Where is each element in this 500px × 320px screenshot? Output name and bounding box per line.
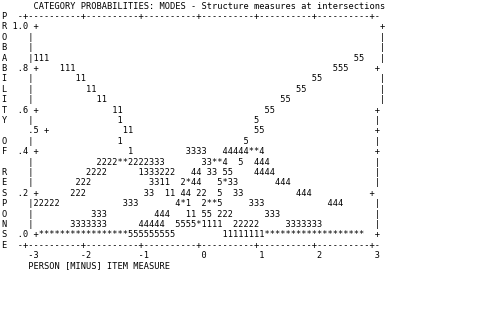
Text: CATEGORY PROBABILITIES: MODES - Structure measures at intersections
P  -+-------: CATEGORY PROBABILITIES: MODES - Structur… xyxy=(2,2,386,271)
